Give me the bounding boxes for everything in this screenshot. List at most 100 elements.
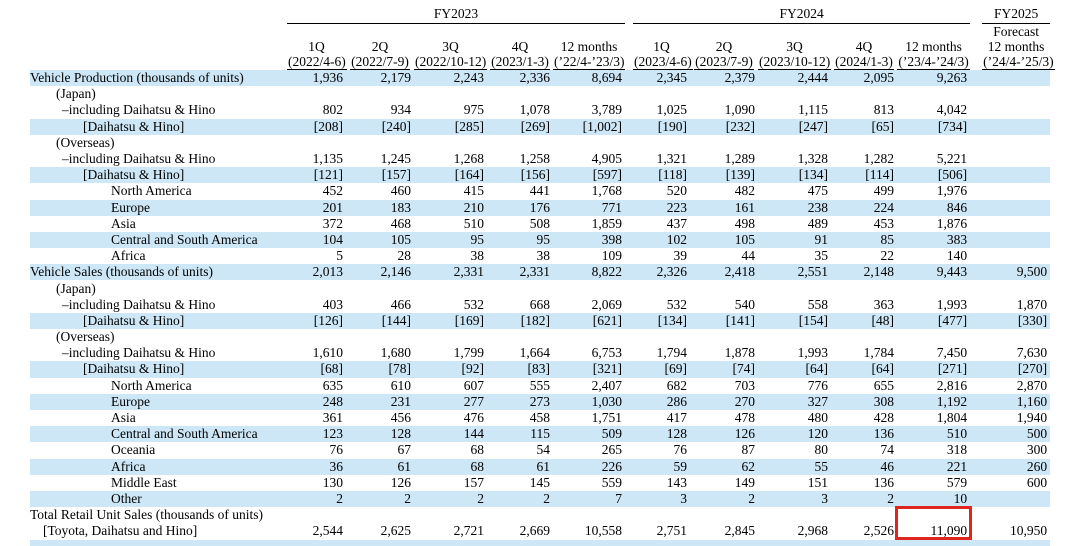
value-cell: 2,816	[936, 377, 968, 393]
column-gap	[970, 475, 982, 491]
value-cell: 67	[397, 442, 412, 458]
table-row: Africa 36 61 68 61 226 59 62 55 46 221 260	[0, 458, 1051, 475]
value-cell: 6,753	[591, 345, 623, 361]
value-cell: 846	[897, 199, 971, 216]
value-cell: 1,859	[591, 215, 623, 231]
value-cell: 776	[807, 377, 829, 393]
value-cell: 498	[734, 215, 756, 231]
value-cell: 398	[553, 231, 626, 249]
value-cell: 61	[346, 458, 414, 475]
value-cell: 476	[463, 410, 484, 426]
row-label: –including Daihatsu & Hino	[62, 345, 216, 361]
value-cell	[758, 329, 831, 345]
table-row: Central and South America 123 128 144 115 509…	[0, 426, 1051, 443]
value-cell	[487, 135, 553, 151]
value-cell: 68	[470, 442, 485, 458]
value-cell: [269]	[487, 118, 553, 135]
value-cell	[982, 86, 1050, 102]
value-cell: 74	[880, 442, 895, 458]
value-cell: [65]	[831, 118, 898, 135]
value-cell: 140	[946, 248, 968, 264]
table-row: Asia 361 456 476 458 1,751 417 478 480 428 1,804 1,…	[0, 410, 1050, 426]
value-cell: 555	[529, 377, 550, 393]
fiscal-year-row: FY2023 FY2024 FY2025	[0, 2, 1051, 24]
table-row: –including Daihatsu & Hino 1,610 1,680 1,79…	[0, 345, 1050, 361]
value-cell: 1,936	[287, 70, 346, 87]
column-gap	[970, 458, 983, 475]
value-cell: 2,870	[1016, 377, 1048, 393]
value-cell: 38	[470, 248, 485, 264]
column-gap	[625, 102, 633, 118]
value-cell: 238	[758, 199, 832, 216]
value-cell: 509	[553, 426, 626, 443]
value-cell: 126	[390, 474, 411, 490]
value-cell: 559	[601, 474, 623, 490]
value-cell	[758, 280, 831, 296]
value-cell: 7,450	[936, 345, 968, 361]
value-cell	[346, 135, 414, 151]
value-cell: [232]	[690, 118, 759, 135]
value-cell	[633, 280, 690, 296]
value-cell: 1,804	[936, 410, 968, 426]
column-gap	[970, 151, 982, 167]
col-header-fy2023-4q: 4Q (2023/1-3)	[487, 24, 553, 70]
value-cell: 437	[666, 215, 688, 231]
value-cell: 579	[946, 474, 968, 490]
column-gap	[625, 507, 633, 523]
value-cell	[346, 507, 414, 523]
value-cell: [285]	[414, 118, 487, 135]
value-cell: 8,694	[553, 70, 626, 87]
value-cell	[553, 280, 625, 296]
value-cell: 248	[287, 393, 346, 410]
value-cell: 28	[397, 248, 412, 264]
column-gap	[625, 442, 633, 458]
value-cell: 1,870	[1016, 296, 1048, 312]
value-cell: 363	[873, 296, 895, 312]
column-gap	[970, 507, 982, 523]
column-gap	[625, 393, 634, 410]
value-cell: 813	[873, 102, 895, 118]
value-cell: 115	[487, 426, 553, 443]
period-label: (2022/10-12)	[414, 54, 488, 70]
value-cell: 10	[897, 490, 971, 508]
value-cell	[690, 507, 758, 523]
value-cell: 176	[487, 199, 553, 216]
col-header-fy2024-2q: 2Q (2023/7-9)	[690, 24, 758, 70]
column-gap	[970, 442, 982, 458]
value-cell: 130	[322, 474, 343, 490]
table-row: (Overseas)	[0, 135, 1050, 151]
value-cell: 1,794	[656, 345, 688, 361]
value-cell	[633, 135, 690, 151]
column-gap	[970, 183, 982, 199]
col-header-fy2023-2q: 2Q (2022/7-9)	[346, 24, 414, 70]
value-cell	[982, 135, 1050, 151]
table-body: Vehicle Production (thousands of units) 1…	[0, 70, 1051, 541]
value-cell: [141]	[690, 312, 759, 329]
column-gap	[625, 264, 634, 281]
value-cell: 2,625	[380, 523, 411, 539]
value-cell: 1,289	[724, 151, 756, 167]
value-cell: 2,326	[633, 264, 691, 281]
table-row: (Overseas)	[0, 329, 1050, 345]
value-cell: 224	[831, 199, 898, 216]
value-cell: 2,243	[414, 70, 487, 87]
column-gap	[970, 361, 983, 378]
col-header-fy2023-3q: 3Q (2022/10-12)	[414, 24, 488, 70]
value-cell	[487, 329, 553, 345]
value-cell: 61	[487, 458, 553, 475]
value-cell	[287, 507, 346, 523]
value-cell: [330]	[982, 312, 1051, 329]
column-gap	[625, 199, 634, 216]
column-gap	[625, 135, 633, 151]
value-cell: 2,379	[690, 70, 759, 87]
value-cell: 4,042	[936, 102, 968, 118]
value-cell	[346, 329, 414, 345]
value-cell: 105	[346, 231, 414, 249]
col-header-fy2024-3q: 3Q (2023/10-12)	[758, 24, 832, 70]
value-cell: 149	[734, 474, 756, 490]
value-cell: 123	[287, 426, 346, 443]
table-row: Middle East 130 126 157 145 559 143 149 151 136 57…	[0, 475, 1050, 491]
value-cell: 428	[873, 410, 895, 426]
period-label: (’22/4-’23/3)	[553, 54, 626, 70]
